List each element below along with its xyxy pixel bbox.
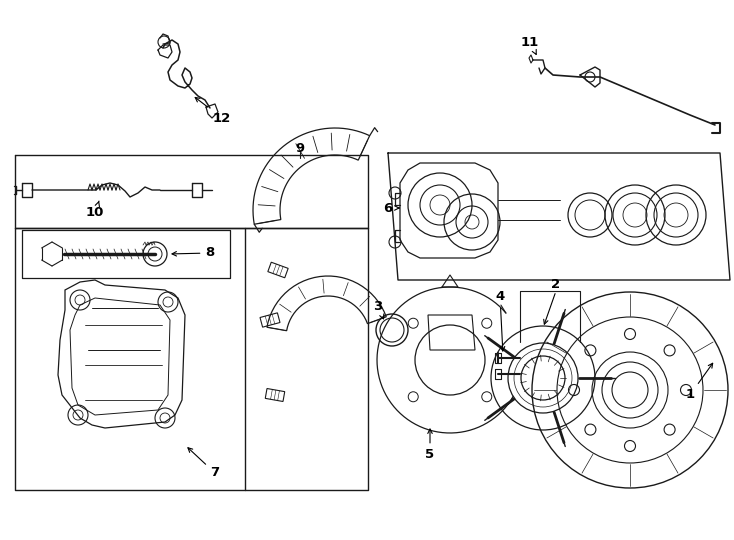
Text: 8: 8 [172,246,214,260]
Text: 9: 9 [296,141,305,154]
Text: 7: 7 [188,448,219,480]
Text: 5: 5 [426,429,435,462]
Text: 3: 3 [374,300,384,319]
Text: 10: 10 [86,201,104,219]
Text: 1: 1 [686,363,713,402]
Text: 4: 4 [495,289,505,351]
Text: 2: 2 [551,279,561,292]
Text: 12: 12 [195,97,231,125]
Text: 6: 6 [383,201,399,214]
Text: 11: 11 [521,36,539,55]
